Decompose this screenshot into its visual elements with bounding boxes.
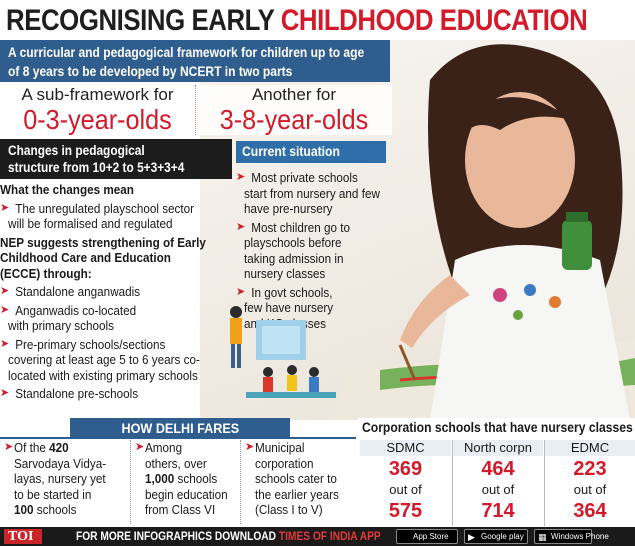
list-item: ➤ Anganwadis co-located with primary sch…	[0, 302, 137, 334]
framework-banner: A curricular and pedagogical framework f…	[0, 40, 390, 82]
subframework-age: 3-8-year-olds	[219, 104, 369, 135]
corp-total: 364	[573, 500, 607, 522]
app-store-badge[interactable]: App Store	[396, 529, 458, 544]
what-changes-mean-heading: What the changes mean	[0, 182, 134, 197]
subframework-label: A sub-framework for	[21, 85, 174, 104]
corp-with-nursery: 223	[573, 458, 607, 480]
corp-name: EDMC	[545, 440, 635, 456]
arrow-icon: ➤	[245, 441, 255, 453]
nep-heading-line2: Childhood Care and Education	[0, 250, 171, 265]
arrow-icon: ➤	[236, 220, 246, 233]
subframework-label: Another for	[251, 85, 337, 104]
arrow-icon: ➤	[135, 441, 145, 453]
changes-header: Changes in pedagogical structure from 10…	[0, 139, 232, 179]
list-item: ➤ Most children go to playschools before…	[236, 219, 351, 282]
corp-with-nursery: 369	[388, 458, 423, 480]
delhi-col-sarvodaya: ➤ Of the 420 Sarvodaya Vidya- layas, nur…	[4, 440, 107, 517]
list-item: ➤ Most private schools start from nurser…	[236, 170, 380, 216]
corp-out-of: out of	[389, 482, 422, 497]
corporation-table: SDMC 369 out of 575 North corpn 464 out …	[360, 440, 635, 526]
footer-text: FOR MORE INFOGRAPHICS DOWNLOAD TIMES OF …	[76, 529, 381, 543]
arrow-icon: ➤	[4, 441, 14, 453]
corp-column-sdmc: SDMC 369 out of 575	[360, 440, 451, 526]
subframework-0-3: A sub-framework for 0-3-year-olds	[0, 85, 196, 135]
delhi-section	[0, 437, 356, 525]
list-item: ➤ The unregulated playschool sector will…	[0, 200, 195, 232]
corp-name: North corpn	[453, 440, 543, 456]
arrow-icon: ➤	[0, 201, 10, 214]
corp-column-north: North corpn 464 out of 714	[452, 440, 543, 526]
corp-total: 575	[388, 500, 423, 522]
delhi-col-municipal: ➤ Municipal corporation schools cater to…	[240, 440, 354, 524]
photo-illustration	[330, 44, 635, 420]
windows-phone-badge[interactable]: ▦ Windows Phone	[534, 529, 609, 544]
play-icon: ▶	[468, 532, 475, 542]
banner-line-2: of 8 years to be developed by NCERT in t…	[8, 63, 293, 79]
delhi-col-others: ➤ Among others, over 1,000 schools begin…	[130, 440, 236, 524]
list-item: ➤ Pre-primary schools/sections covering …	[0, 336, 200, 383]
corp-out-of: out of	[481, 482, 515, 497]
delhi-header: HOW DELHI FARES	[70, 418, 290, 438]
nep-heading-line1: NEP suggests strengthening of Early	[0, 234, 206, 250]
toi-logo-bg	[4, 529, 42, 544]
google-play-badge[interactable]: ▶ Google play	[464, 529, 528, 544]
arrow-icon: ➤	[0, 387, 10, 399]
list-item: ➤ Standalone anganwadis	[0, 284, 141, 299]
corp-total: 714	[481, 500, 515, 522]
corporation-header: Corporation schools that have nursery cl…	[358, 418, 635, 438]
arrow-icon: ➤	[0, 303, 10, 316]
corp-name: SDMC	[360, 440, 451, 456]
subframework-age: 0-3-year-olds	[23, 104, 172, 135]
arrow-icon: ➤	[0, 285, 10, 297]
subframework-3-8: Another for 3-8-year-olds	[196, 85, 392, 135]
nep-heading-line3: (ECCE) through:	[0, 265, 92, 281]
list-item: ➤ Standalone pre-schools	[0, 386, 139, 401]
corp-with-nursery: 464	[481, 458, 515, 480]
changes-header-line2: structure from 10+2 to 5+3+3+4	[8, 160, 185, 175]
classroom-icon	[230, 306, 336, 398]
title-part2: CHILDHOOD EDUCATION	[280, 4, 588, 37]
changes-content: What the changes mean ➤ The unregulated …	[0, 182, 232, 402]
corp-column-edmc: EDMC 223 out of 364	[544, 440, 635, 526]
banner-line-1: A curricular and pedagogical framework f…	[8, 44, 365, 60]
classroom-illustration	[196, 300, 346, 420]
arrow-icon: ➤	[0, 337, 10, 350]
changes-header-line1: Changes in pedagogical	[8, 143, 145, 158]
title-part1: RECOGNISING EARLY	[6, 4, 274, 37]
infographic-title: RECOGNISING EARLY CHILDHOOD EDUCATION	[6, 4, 588, 38]
windows-icon: ▦	[538, 532, 547, 542]
arrow-icon: ➤	[236, 171, 246, 183]
arrow-icon: ➤	[236, 285, 246, 298]
footer-bar: TOI FOR MORE INFOGRAPHICS DOWNLOAD TIMES…	[0, 527, 635, 546]
corp-out-of: out of	[573, 482, 607, 497]
current-situation-header: Current situation	[236, 141, 386, 163]
toi-logo: TOI	[8, 529, 34, 544]
